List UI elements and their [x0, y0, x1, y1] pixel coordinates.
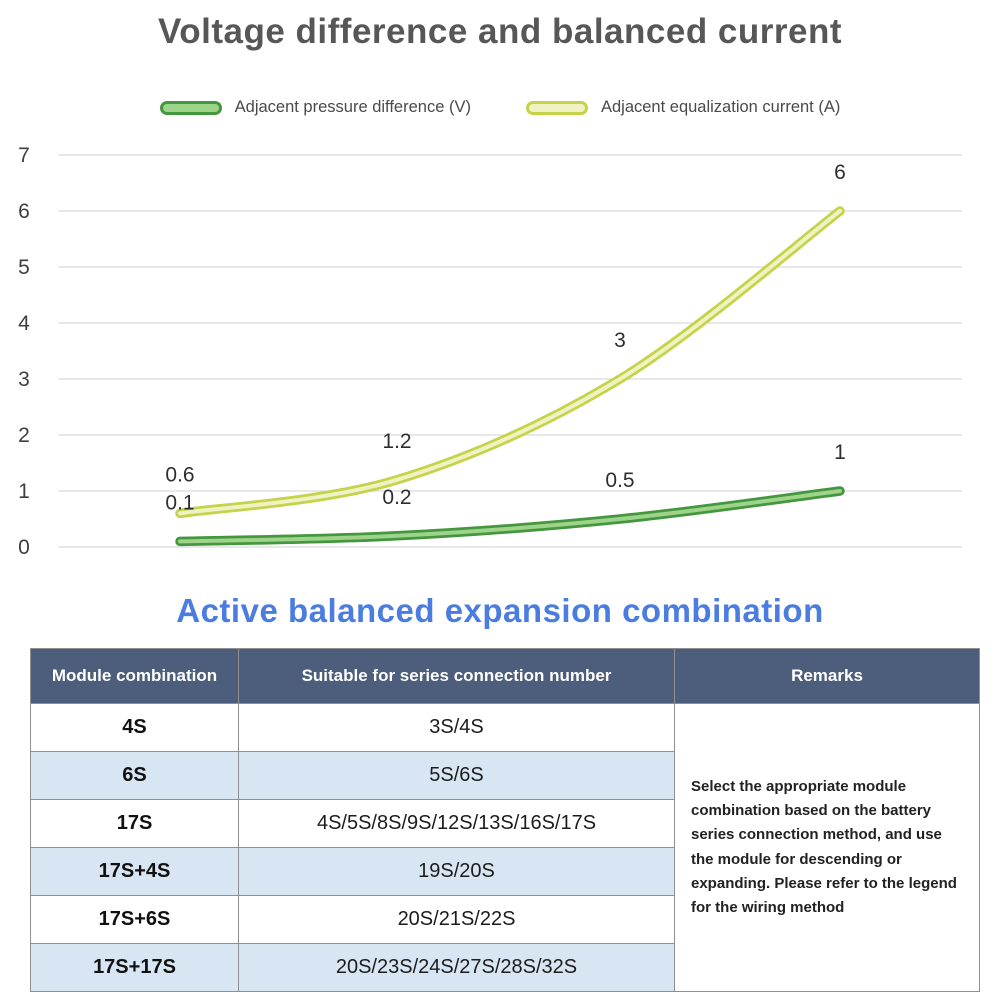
y-axis-tick-label: 5 [18, 256, 30, 279]
data-label: 0.2 [382, 486, 411, 509]
series-number-cell: 20S/21S/22S [238, 895, 675, 944]
table-row: 17S+4S 19S/20S [30, 847, 980, 896]
y-axis-tick-label: 2 [18, 424, 30, 447]
module-combination-cell: 4S [30, 703, 239, 752]
series-number-cell: 19S/20S [238, 847, 675, 896]
data-label: 0.5 [605, 469, 634, 492]
line-swatch-icon [525, 100, 588, 115]
legend-label: Adjacent pressure difference (V) [234, 98, 471, 116]
table-header-1: Suitable for series connection number [238, 648, 675, 704]
table-row: 17S+17S 20S/23S/24S/27S/28S/32S [30, 943, 980, 992]
data-label: 0.1 [165, 491, 194, 514]
legend-item-1: Adjacent equalization current (A) [525, 98, 841, 117]
table-body: 4S 3S/4S Select the appropriate module com… [30, 703, 980, 992]
data-label: 0.6 [165, 463, 194, 486]
legend-label: Adjacent equalization current (A) [600, 98, 841, 116]
line-swatch-icon [159, 100, 222, 115]
series-number-cell: 3S/4S [238, 703, 675, 752]
module-combination-cell: 6S [30, 751, 239, 800]
remarks-cell: Select the appropriate module combinatio… [674, 703, 980, 992]
series-line-inner [178, 489, 842, 544]
chart-legend: Adjacent pressure difference (V) Adjacent… [0, 98, 1000, 117]
data-label: 1 [834, 441, 846, 464]
table-header-0: Module combination [30, 648, 239, 704]
table-row: 4S 3S/4S Select the appropriate module com… [30, 703, 980, 992]
module-combination-cell: 17S+6S [30, 895, 239, 944]
y-axis-tick-label: 4 [18, 312, 30, 335]
module-combination-cell: 17S [30, 799, 239, 848]
combination-table: Module combination Suitable for series co… [30, 648, 980, 992]
chart-title: Voltage difference and balanced current [157, 12, 843, 51]
series-number-cell: 5S/6S [238, 751, 675, 800]
table-head: Module combination Suitable for series co… [30, 648, 980, 704]
legend-item-0: Adjacent pressure difference (V) [159, 98, 471, 117]
series-number-cell: 4S/5S/8S/9S/12S/13S/16S/17S [238, 799, 675, 848]
table-header-row: Module combination Suitable for series co… [30, 648, 980, 704]
series-number-cell: 20S/23S/24S/27S/28S/32S [238, 943, 675, 992]
table-header-2: Remarks [674, 648, 980, 704]
module-combination-cell: 17S+17S [30, 943, 239, 992]
module-combination-cell: 17S+4S [30, 847, 239, 896]
y-axis-tick-label: 1 [18, 480, 30, 503]
y-axis-tick-label: 3 [18, 368, 30, 391]
y-axis-tick-label: 7 [18, 144, 30, 167]
y-axis-tick-label: 6 [18, 200, 30, 223]
series-line-inner [178, 209, 842, 516]
series-line-outer [175, 206, 845, 519]
data-label: 1.2 [382, 430, 411, 453]
data-label: 6 [834, 161, 846, 184]
data-label: 3 [614, 329, 626, 352]
y-axis-tick-label: 0 [18, 536, 30, 559]
line-chart: 0 1 2 3 4 5 6 7 0.6 1.2 3 6 0.1 0.2 0.5 1 [18, 144, 962, 559]
section-title: Active balanced expansion combination [176, 592, 824, 629]
